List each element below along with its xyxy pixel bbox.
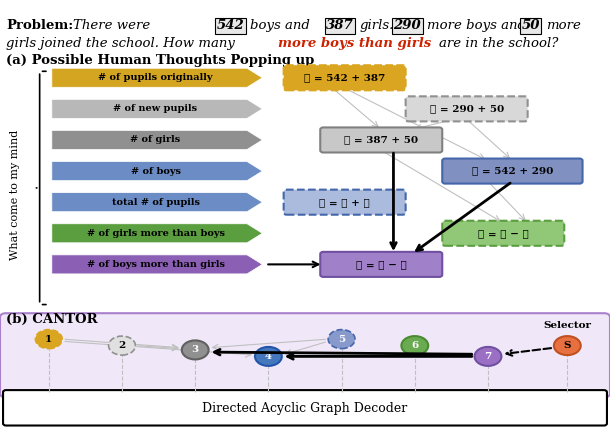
Text: 2: 2 bbox=[118, 341, 126, 350]
Polygon shape bbox=[52, 255, 262, 274]
FancyBboxPatch shape bbox=[406, 96, 528, 121]
Text: 387: 387 bbox=[326, 19, 354, 32]
FancyBboxPatch shape bbox=[442, 159, 583, 184]
FancyBboxPatch shape bbox=[3, 390, 607, 426]
Text: 50: 50 bbox=[522, 19, 540, 32]
Text: What come to my mind: What come to my mind bbox=[10, 129, 20, 260]
Polygon shape bbox=[52, 193, 262, 212]
Text: Selector: Selector bbox=[544, 321, 591, 330]
Circle shape bbox=[255, 347, 282, 366]
Text: # of new pupils: # of new pupils bbox=[113, 105, 198, 113]
Text: # of pupils originally: # of pupils originally bbox=[98, 73, 213, 82]
Text: (a) Possible Human Thoughts Popping up: (a) Possible Human Thoughts Popping up bbox=[6, 54, 315, 67]
Text: ④ = 542 + 290: ④ = 542 + 290 bbox=[472, 167, 553, 175]
Text: 4: 4 bbox=[265, 352, 272, 361]
Text: more boys and: more boys and bbox=[427, 19, 526, 32]
Circle shape bbox=[554, 336, 581, 355]
FancyBboxPatch shape bbox=[284, 65, 406, 90]
FancyBboxPatch shape bbox=[442, 221, 564, 246]
Circle shape bbox=[182, 340, 209, 359]
Text: # of girls: # of girls bbox=[131, 136, 181, 144]
Polygon shape bbox=[52, 130, 262, 149]
Polygon shape bbox=[52, 99, 262, 118]
Polygon shape bbox=[52, 68, 262, 87]
Circle shape bbox=[401, 336, 428, 355]
Text: S: S bbox=[564, 341, 571, 350]
FancyBboxPatch shape bbox=[320, 252, 442, 277]
Circle shape bbox=[35, 330, 62, 349]
Circle shape bbox=[328, 330, 355, 349]
Text: # of boys more than girls: # of boys more than girls bbox=[87, 260, 224, 269]
Text: 542: 542 bbox=[217, 19, 244, 32]
Text: 6: 6 bbox=[411, 341, 418, 350]
Text: # of boys: # of boys bbox=[131, 167, 181, 175]
Text: girls joined the school. How many: girls joined the school. How many bbox=[6, 37, 235, 50]
Text: are in the school?: are in the school? bbox=[439, 37, 559, 50]
Text: more boys than girls: more boys than girls bbox=[278, 37, 431, 50]
Text: total # of pupils: total # of pupils bbox=[112, 198, 199, 206]
Text: 5: 5 bbox=[338, 335, 345, 343]
Text: There were: There were bbox=[73, 19, 151, 32]
FancyBboxPatch shape bbox=[320, 127, 442, 152]
Polygon shape bbox=[52, 162, 262, 181]
Text: girls.: girls. bbox=[360, 19, 394, 32]
FancyBboxPatch shape bbox=[284, 190, 406, 215]
Text: ⑥ = ③ − ④: ⑥ = ③ − ④ bbox=[478, 229, 529, 238]
Text: 3: 3 bbox=[192, 346, 199, 354]
Text: boys and: boys and bbox=[250, 19, 310, 32]
Text: ③ = 387 + 50: ③ = 387 + 50 bbox=[344, 136, 418, 144]
Text: Directed Acyclic Graph Decoder: Directed Acyclic Graph Decoder bbox=[203, 402, 407, 415]
Text: ⑦ = ④ − ③: ⑦ = ④ − ③ bbox=[356, 260, 407, 269]
Text: ② = 290 + 50: ② = 290 + 50 bbox=[429, 105, 504, 113]
FancyBboxPatch shape bbox=[0, 313, 610, 397]
Text: 7: 7 bbox=[484, 352, 492, 361]
Text: (b) CANTOR: (b) CANTOR bbox=[6, 313, 98, 326]
Circle shape bbox=[475, 347, 501, 366]
Text: ⑤ = ① + ②: ⑤ = ① + ② bbox=[319, 198, 370, 206]
Text: more: more bbox=[546, 19, 581, 32]
Polygon shape bbox=[52, 224, 262, 243]
Text: # of girls more than boys: # of girls more than boys bbox=[87, 229, 224, 238]
Text: ① = 542 + 387: ① = 542 + 387 bbox=[304, 73, 386, 82]
Text: 1: 1 bbox=[45, 335, 52, 343]
Text: 290: 290 bbox=[393, 19, 421, 32]
Text: Problem:: Problem: bbox=[6, 19, 73, 32]
Circle shape bbox=[109, 336, 135, 355]
